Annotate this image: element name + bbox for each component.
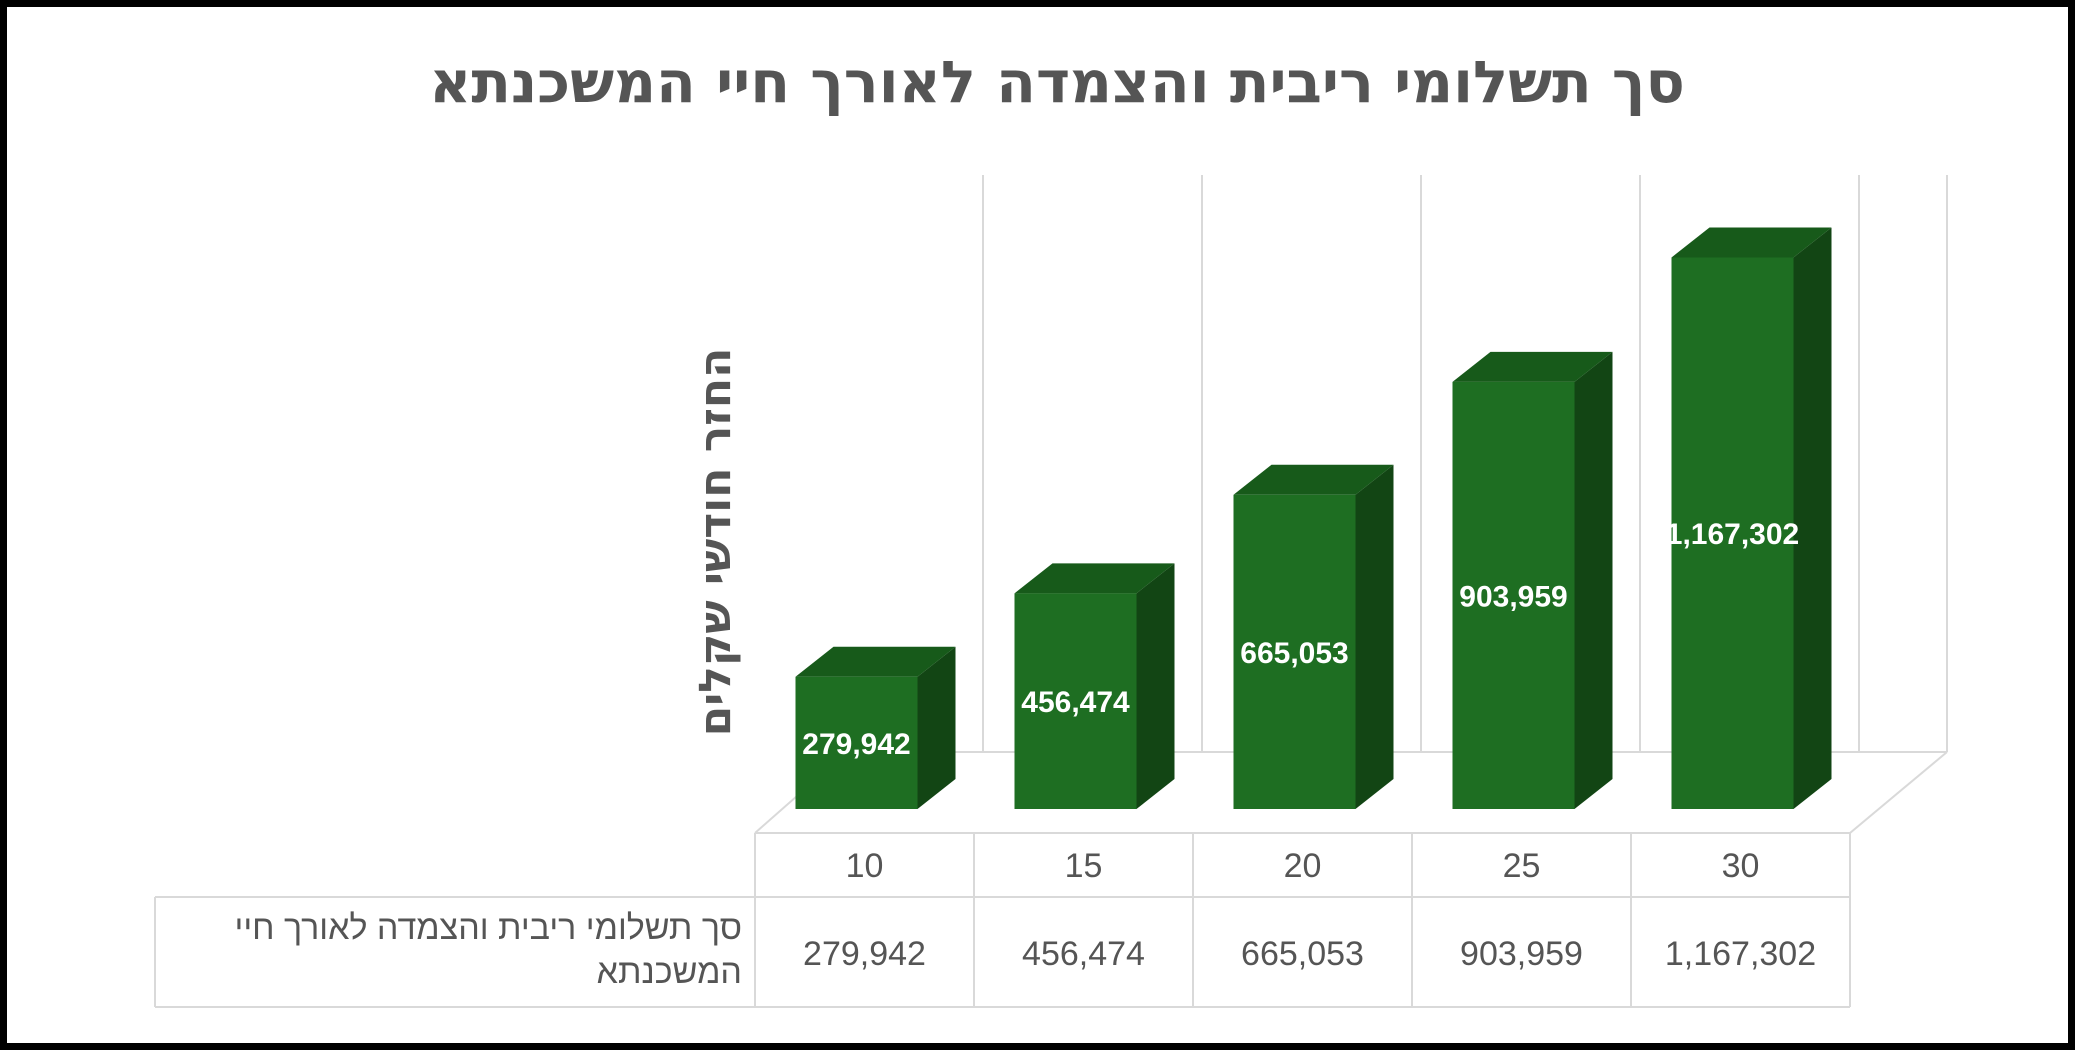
bar-30 xyxy=(1671,227,1832,809)
data-labels: 279,942 456,474 665,053 903,959 1,167,302 xyxy=(802,518,1799,761)
x-tick-label: 25 xyxy=(1503,847,1541,885)
data-label-20: 665,053 xyxy=(1240,637,1348,670)
data-label-25: 903,959 xyxy=(1459,580,1567,613)
bar-side xyxy=(1136,563,1175,809)
floor-right-edge xyxy=(1849,751,1948,834)
bar-15 xyxy=(1014,563,1175,809)
data-label-10: 279,942 xyxy=(802,728,910,761)
x-tick-label: 30 xyxy=(1722,847,1760,885)
bar-top xyxy=(1671,227,1832,258)
table-value: 456,474 xyxy=(1022,935,1145,973)
data-table: 10 279,942 15 456,474 20 665,053 25 903,959 30 1,… xyxy=(154,832,1851,1008)
bar-top xyxy=(1452,351,1613,382)
chart-svg: סך תשלומי ריבית והצמדה לאורך חיי המשכנתא… xyxy=(154,48,1948,1008)
table-value: 903,959 xyxy=(1460,935,1583,973)
x-tick-label: 20 xyxy=(1284,847,1322,885)
table-value: 665,053 xyxy=(1241,935,1364,973)
bar-side xyxy=(1793,227,1832,809)
bar-side xyxy=(1355,464,1394,809)
bar-top xyxy=(1233,464,1394,495)
bar-20 xyxy=(1233,464,1394,809)
data-label-15: 456,474 xyxy=(1021,686,1130,719)
chart-title: סך תשלומי ריבית והצמדה לאורך חיי המשכנתא xyxy=(429,48,1685,116)
bar-front xyxy=(795,676,918,809)
x-tick-label: 10 xyxy=(846,847,884,885)
bar-front xyxy=(1233,494,1356,809)
bar-front xyxy=(1452,381,1575,809)
x-tick-label: 15 xyxy=(1065,847,1103,885)
chart-frame: סך תשלומי ריבית והצמדה לאורך חיי המשכנתא… xyxy=(7,7,2068,1043)
bar-front xyxy=(1671,257,1794,809)
bar-side xyxy=(917,646,956,809)
data-label-30: 1,167,302 xyxy=(1666,518,1799,551)
table-value: 279,942 xyxy=(803,935,926,973)
bar-top xyxy=(795,646,956,677)
bar-25 xyxy=(1452,351,1613,809)
table-series-label: המשכנתא xyxy=(597,953,742,991)
bar-side xyxy=(1574,351,1613,809)
bar-10 xyxy=(795,646,956,809)
bars xyxy=(795,227,1832,809)
bar-top xyxy=(1014,563,1175,594)
bar-front xyxy=(1014,593,1137,809)
table-value: 1,167,302 xyxy=(1665,935,1816,973)
y-axis-label: החזר חודשי שקלים xyxy=(690,348,741,737)
table-series-label: סך תשלומי ריבית והצמדה לאורך חיי xyxy=(234,909,742,947)
